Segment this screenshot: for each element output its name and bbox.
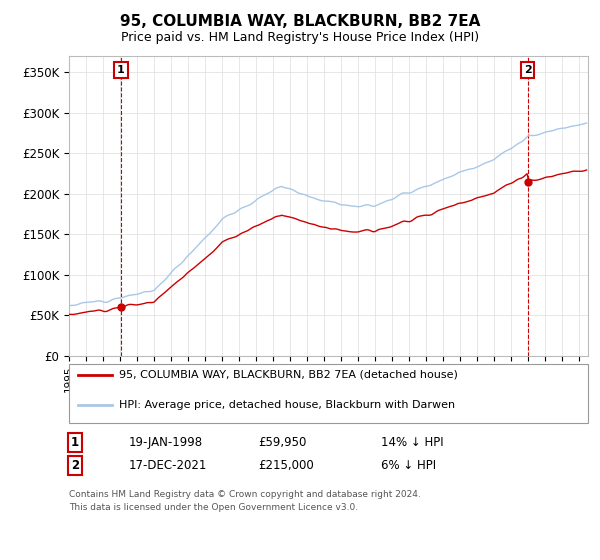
Text: 2: 2: [71, 459, 79, 473]
Text: 95, COLUMBIA WAY, BLACKBURN, BB2 7EA: 95, COLUMBIA WAY, BLACKBURN, BB2 7EA: [120, 14, 480, 29]
Text: 19-JAN-1998: 19-JAN-1998: [129, 436, 203, 449]
Text: 17-DEC-2021: 17-DEC-2021: [129, 459, 208, 473]
Text: 1: 1: [71, 436, 79, 449]
Text: 2: 2: [524, 65, 532, 75]
Text: £215,000: £215,000: [258, 459, 314, 473]
Text: £59,950: £59,950: [258, 436, 307, 449]
Text: HPI: Average price, detached house, Blackburn with Darwen: HPI: Average price, detached house, Blac…: [119, 400, 455, 409]
Text: 95, COLUMBIA WAY, BLACKBURN, BB2 7EA (detached house): 95, COLUMBIA WAY, BLACKBURN, BB2 7EA (de…: [119, 370, 458, 380]
Text: Contains HM Land Registry data © Crown copyright and database right 2024.
This d: Contains HM Land Registry data © Crown c…: [69, 490, 421, 512]
Text: 1: 1: [117, 65, 125, 75]
Text: 6% ↓ HPI: 6% ↓ HPI: [381, 459, 436, 473]
Text: Price paid vs. HM Land Registry's House Price Index (HPI): Price paid vs. HM Land Registry's House …: [121, 31, 479, 44]
Text: 14% ↓ HPI: 14% ↓ HPI: [381, 436, 443, 449]
